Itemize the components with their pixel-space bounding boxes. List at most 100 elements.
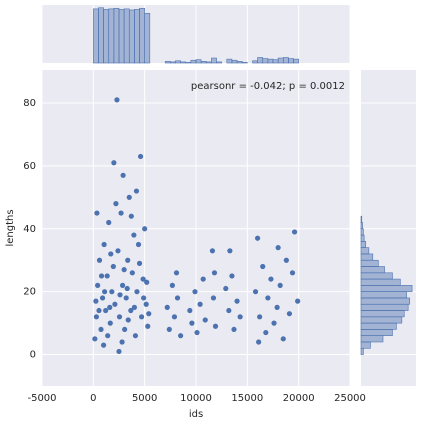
point [98, 273, 105, 279]
hist-bar [360, 241, 367, 248]
point [223, 285, 229, 292]
hist-bar [180, 61, 187, 64]
x-tick-label: 25000 [334, 393, 366, 404]
hist-bar [267, 58, 274, 64]
hist-bar [360, 247, 370, 255]
hist-bar [360, 228, 364, 236]
point [274, 304, 280, 310]
point [138, 314, 145, 320]
point [109, 289, 115, 295]
hist-bar [195, 59, 202, 64]
x-tick-label: -5000 [27, 393, 56, 404]
point [283, 257, 289, 263]
point [227, 248, 233, 254]
point [200, 276, 206, 282]
hist-bar [98, 7, 104, 64]
hist-bar [103, 9, 110, 64]
hist-bar [236, 61, 243, 64]
y-tick-label: 40 [23, 224, 36, 235]
hist-bar [262, 58, 269, 64]
point [137, 153, 144, 160]
y-tick-label: 0 [30, 350, 36, 361]
point [212, 323, 219, 329]
marks [92, 7, 413, 355]
point [209, 248, 216, 254]
point [125, 257, 131, 263]
point [268, 276, 274, 282]
x-axis-label: ids [189, 409, 203, 420]
point [110, 263, 116, 270]
hist-bar [118, 9, 125, 64]
point [229, 273, 235, 279]
point [145, 323, 151, 329]
x-tick-label: 15000 [231, 393, 263, 404]
point [104, 273, 110, 279]
hist-bar [164, 61, 171, 64]
hist-bar [282, 57, 289, 64]
point [135, 241, 142, 248]
point [140, 276, 146, 282]
hist-bar [360, 335, 384, 343]
point [101, 342, 107, 348]
point [116, 348, 122, 355]
hist-bar [288, 58, 294, 64]
right-hist-bg [361, 70, 416, 386]
point [131, 304, 137, 310]
hist-bar [360, 322, 397, 330]
x-tick-label: 0 [90, 393, 96, 404]
point [142, 226, 148, 232]
point [257, 314, 263, 320]
point [255, 235, 261, 241]
point [116, 314, 123, 320]
point [210, 295, 217, 301]
point [107, 320, 113, 326]
point [164, 304, 170, 310]
point [132, 333, 139, 339]
hist-bar [205, 61, 212, 64]
hist-bar [360, 253, 374, 261]
point [119, 339, 125, 345]
y-tick-label: 60 [23, 161, 36, 172]
point [197, 301, 203, 307]
hist-bar [123, 8, 130, 64]
point [103, 307, 109, 314]
point [96, 307, 102, 314]
point [144, 279, 150, 285]
y-axis-label: lengths [5, 209, 16, 246]
point [237, 314, 243, 320]
point [108, 251, 114, 257]
point [187, 307, 193, 314]
hist-bar [360, 329, 393, 336]
point [277, 282, 283, 288]
point [114, 97, 120, 103]
point [128, 213, 134, 219]
point [141, 295, 147, 301]
point [234, 298, 240, 304]
point [265, 295, 271, 301]
point [263, 329, 269, 336]
hist-bar [226, 58, 233, 64]
point [231, 326, 237, 333]
point [96, 257, 103, 263]
y-tick-label: 20 [23, 287, 36, 298]
point [107, 304, 113, 310]
point [171, 314, 178, 320]
point [117, 292, 123, 298]
point [125, 317, 131, 323]
hist-bar [185, 62, 192, 64]
point [115, 248, 121, 254]
hist-bar [360, 222, 363, 230]
point [174, 295, 181, 301]
point [99, 295, 106, 301]
hist-bar [360, 297, 411, 305]
hist-bar [241, 62, 248, 64]
hist-bar [231, 59, 238, 64]
point [295, 298, 301, 304]
hist-bar [216, 61, 222, 64]
point [286, 311, 293, 317]
point [119, 282, 126, 288]
point [252, 289, 259, 295]
point [128, 307, 134, 314]
hist-bar [108, 8, 115, 64]
hist-bar [360, 303, 409, 311]
